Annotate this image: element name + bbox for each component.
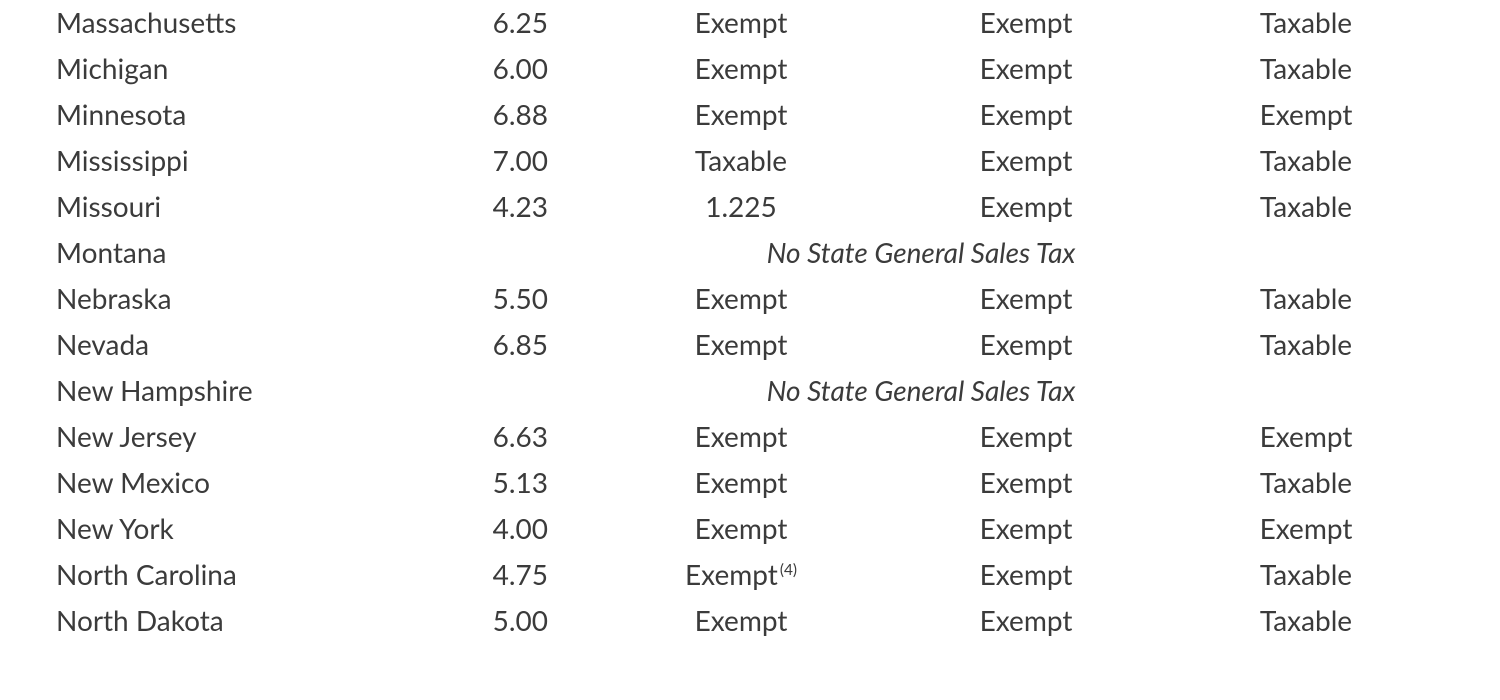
col4-status: Exempt bbox=[886, 54, 1166, 82]
col4-status: Exempt bbox=[886, 606, 1166, 634]
table-row: Mississippi7.00TaxableExemptTaxable bbox=[56, 146, 1444, 192]
col4-status: Exempt bbox=[886, 514, 1166, 542]
state-name: New York bbox=[56, 514, 396, 542]
table-row: Nevada6.85ExemptExemptTaxable bbox=[56, 330, 1444, 376]
tax-rate: 6.88 bbox=[396, 100, 596, 128]
state-name: Mississippi bbox=[56, 146, 396, 174]
col4-status: Exempt bbox=[886, 146, 1166, 174]
state-name: Nevada bbox=[56, 330, 396, 358]
col4-status: Exempt bbox=[886, 330, 1166, 358]
state-name: Missouri bbox=[56, 192, 396, 220]
col5-status: Taxable bbox=[1166, 54, 1446, 82]
col5-status: Taxable bbox=[1166, 468, 1446, 496]
footnote-ref: (4) bbox=[778, 561, 797, 579]
col3-status: Exempt bbox=[596, 284, 886, 312]
state-name: Minnesota bbox=[56, 100, 396, 128]
col3-status: 1.225 bbox=[596, 192, 886, 220]
table-row: New Mexico5.13ExemptExemptTaxable bbox=[56, 468, 1444, 514]
col3-status: Exempt bbox=[596, 606, 886, 634]
col3-status: Exempt bbox=[596, 100, 886, 128]
col3-status: Exempt bbox=[596, 54, 886, 82]
col3-status: Exempt(4) bbox=[596, 560, 886, 588]
tax-rate: 4.23 bbox=[396, 192, 596, 220]
table-row: Minnesota6.88ExemptExemptExempt bbox=[56, 100, 1444, 146]
table-row: MontanaNo State General Sales Tax bbox=[56, 238, 1444, 284]
table-row: New York4.00ExemptExemptExempt bbox=[56, 514, 1444, 560]
tax-rate: 6.63 bbox=[396, 422, 596, 450]
col4-status: Exempt bbox=[886, 192, 1166, 220]
state-name: North Carolina bbox=[56, 560, 396, 588]
state-name: Nebraska bbox=[56, 284, 396, 312]
no-state-sales-tax-note: No State General Sales Tax bbox=[396, 376, 1446, 404]
col5-status: Taxable bbox=[1166, 330, 1446, 358]
col5-status: Exempt bbox=[1166, 514, 1446, 542]
col5-status: Taxable bbox=[1166, 284, 1446, 312]
col5-status: Taxable bbox=[1166, 606, 1446, 634]
tax-rate: 6.00 bbox=[396, 54, 596, 82]
col3-status: Taxable bbox=[596, 146, 886, 174]
tax-rate: 5.13 bbox=[396, 468, 596, 496]
state-name: New Jersey bbox=[56, 422, 396, 450]
col5-status: Taxable bbox=[1166, 8, 1446, 36]
tax-rate: 6.25 bbox=[396, 8, 596, 36]
col3-status: Exempt bbox=[596, 330, 886, 358]
col3-status: Exempt bbox=[596, 8, 886, 36]
table-row: North Carolina4.75Exempt(4)ExemptTaxable bbox=[56, 560, 1444, 606]
table-row: North Dakota5.00ExemptExemptTaxable bbox=[56, 606, 1444, 652]
tax-rate: 6.85 bbox=[396, 330, 596, 358]
tax-rate: 4.75 bbox=[396, 560, 596, 588]
col4-status: Exempt bbox=[886, 468, 1166, 496]
col4-status: Exempt bbox=[886, 8, 1166, 36]
col5-status: Exempt bbox=[1166, 422, 1446, 450]
table-row: Missouri4.231.225ExemptTaxable bbox=[56, 192, 1444, 238]
col3-status: Exempt bbox=[596, 468, 886, 496]
table-row: Michigan6.00ExemptExemptTaxable bbox=[56, 54, 1444, 100]
col5-status: Taxable bbox=[1166, 560, 1446, 588]
table-row: New HampshireNo State General Sales Tax bbox=[56, 376, 1444, 422]
tax-rate: 4.00 bbox=[396, 514, 596, 542]
tax-rate: 5.00 bbox=[396, 606, 596, 634]
tax-rate: 5.50 bbox=[396, 284, 596, 312]
state-name: Michigan bbox=[56, 54, 396, 82]
col5-status: Taxable bbox=[1166, 146, 1446, 174]
state-name: New Hampshire bbox=[56, 376, 396, 404]
col4-status: Exempt bbox=[886, 560, 1166, 588]
col3-status: Exempt bbox=[596, 422, 886, 450]
state-name: Montana bbox=[56, 238, 396, 266]
tax-rate: 7.00 bbox=[396, 146, 596, 174]
state-name: New Mexico bbox=[56, 468, 396, 496]
col5-status: Taxable bbox=[1166, 192, 1446, 220]
table-row: New Jersey6.63ExemptExemptExempt bbox=[56, 422, 1444, 468]
table-row: Nebraska5.50ExemptExemptTaxable bbox=[56, 284, 1444, 330]
col3-status: Exempt bbox=[596, 514, 886, 542]
table-row: Massachusetts6.25ExemptExemptTaxable bbox=[56, 8, 1444, 54]
state-name: North Dakota bbox=[56, 606, 396, 634]
sales-tax-table: Massachusetts6.25ExemptExemptTaxableMich… bbox=[0, 0, 1500, 652]
col4-status: Exempt bbox=[886, 422, 1166, 450]
col5-status: Exempt bbox=[1166, 100, 1446, 128]
col4-status: Exempt bbox=[886, 284, 1166, 312]
state-name: Massachusetts bbox=[56, 8, 396, 36]
col4-status: Exempt bbox=[886, 100, 1166, 128]
no-state-sales-tax-note: No State General Sales Tax bbox=[396, 238, 1446, 266]
